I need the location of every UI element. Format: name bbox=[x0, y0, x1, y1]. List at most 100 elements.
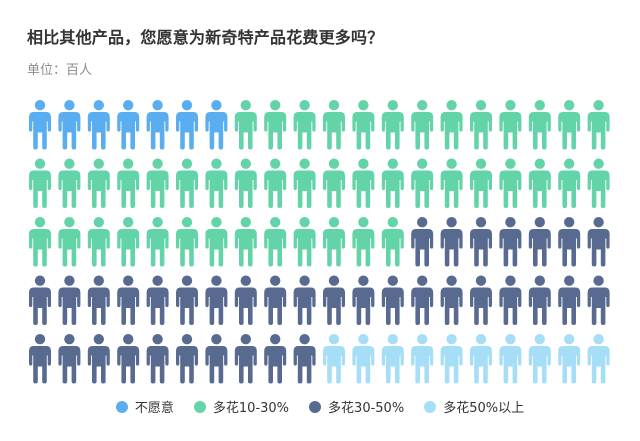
person-icon bbox=[352, 275, 375, 325]
person-icon bbox=[558, 334, 581, 384]
person-icon bbox=[440, 158, 463, 208]
person-icon bbox=[205, 158, 228, 208]
person-icon bbox=[176, 217, 198, 267]
person-icon bbox=[381, 158, 404, 208]
legend-item-2[interactable]: 多花30-50% bbox=[309, 397, 404, 416]
legend-item-1[interactable]: 多花10-30% bbox=[193, 397, 289, 416]
person-icon bbox=[176, 158, 198, 208]
person-icon bbox=[558, 100, 581, 150]
person-icon bbox=[381, 217, 404, 267]
person-icon bbox=[528, 100, 551, 150]
person-icon bbox=[440, 334, 463, 384]
legend-label-3: 多花50%以上 bbox=[443, 401, 525, 416]
person-icon bbox=[323, 334, 345, 384]
person-icon bbox=[381, 334, 404, 384]
legend-item-3[interactable]: 多花50%以上 bbox=[424, 397, 524, 416]
person-icon bbox=[411, 275, 434, 325]
person-icon bbox=[176, 275, 198, 325]
person-icon bbox=[234, 275, 257, 325]
person-icon bbox=[411, 158, 434, 208]
person-icon bbox=[440, 275, 463, 325]
legend-swatch-0 bbox=[115, 400, 128, 413]
person-icon bbox=[293, 275, 316, 325]
person-icon bbox=[117, 275, 140, 325]
person-icon bbox=[528, 217, 551, 267]
person-icon bbox=[117, 158, 140, 208]
person-icon bbox=[352, 158, 375, 208]
person-icon bbox=[499, 158, 522, 208]
person-icon bbox=[293, 158, 316, 208]
legend-item-0[interactable]: 不愿意 bbox=[115, 397, 174, 416]
person-icon bbox=[293, 100, 316, 150]
person-icon bbox=[29, 275, 51, 325]
person-icon bbox=[87, 158, 110, 208]
person-icon bbox=[411, 100, 434, 150]
person-icon bbox=[587, 334, 610, 384]
person-icon bbox=[411, 217, 434, 267]
person-icon bbox=[264, 217, 287, 267]
person-icon bbox=[352, 334, 375, 384]
chart-title: 相比其他产品，您愿意为新奇特产品花费更多吗？ bbox=[27, 28, 384, 47]
person-icon bbox=[381, 100, 404, 150]
person-icon bbox=[117, 100, 140, 150]
person-icon bbox=[264, 158, 287, 208]
person-icon bbox=[470, 334, 492, 384]
person-icon bbox=[146, 275, 169, 325]
person-icon bbox=[470, 100, 492, 150]
person-icon bbox=[558, 158, 581, 208]
person-icon bbox=[146, 158, 169, 208]
person-icon bbox=[381, 275, 404, 325]
person-icon bbox=[234, 217, 257, 267]
person-icon bbox=[176, 334, 198, 384]
person-icon bbox=[293, 217, 316, 267]
person-icon bbox=[587, 100, 610, 150]
person-icon bbox=[470, 217, 492, 267]
chart-legend: 不愿意 多花10-30% 多花30-50% 多花50%以上 bbox=[0, 397, 640, 416]
person-icon bbox=[352, 217, 375, 267]
person-icon bbox=[499, 100, 522, 150]
person-icon bbox=[558, 217, 581, 267]
person-icon bbox=[528, 158, 551, 208]
person-icon bbox=[234, 334, 257, 384]
person-icon bbox=[58, 217, 81, 267]
person-icon bbox=[87, 217, 110, 267]
person-icon bbox=[264, 275, 287, 325]
person-icon bbox=[440, 217, 463, 267]
person-icon bbox=[234, 100, 257, 150]
legend-swatch-2 bbox=[309, 400, 322, 413]
person-icon bbox=[323, 275, 345, 325]
person-icon bbox=[146, 217, 169, 267]
person-icon bbox=[58, 100, 81, 150]
person-icon bbox=[587, 275, 610, 325]
person-icon bbox=[58, 275, 81, 325]
person-icon bbox=[470, 158, 492, 208]
person-icon bbox=[323, 217, 345, 267]
legend-swatch-3 bbox=[424, 400, 437, 413]
person-icon bbox=[528, 334, 551, 384]
person-icon bbox=[29, 158, 51, 208]
person-icon bbox=[58, 158, 81, 208]
person-icon bbox=[205, 334, 228, 384]
person-icon bbox=[176, 100, 198, 150]
person-icon bbox=[146, 334, 169, 384]
person-icon bbox=[499, 275, 522, 325]
person-icon bbox=[293, 334, 316, 384]
person-icon bbox=[323, 100, 345, 150]
chart-subtitle: 单位：百人 bbox=[27, 63, 93, 78]
person-icon bbox=[499, 334, 522, 384]
person-icon bbox=[205, 275, 228, 325]
person-icon bbox=[264, 100, 287, 150]
person-icon bbox=[528, 275, 551, 325]
person-icon bbox=[58, 334, 81, 384]
person-icon bbox=[587, 217, 610, 267]
person-icon bbox=[117, 334, 140, 384]
person-icon bbox=[323, 158, 345, 208]
person-icon bbox=[558, 275, 581, 325]
person-icon bbox=[587, 158, 610, 208]
person-icon bbox=[411, 334, 434, 384]
person-icon bbox=[264, 334, 287, 384]
person-icon bbox=[205, 100, 228, 150]
person-icon bbox=[29, 217, 51, 267]
person-icon bbox=[440, 100, 463, 150]
